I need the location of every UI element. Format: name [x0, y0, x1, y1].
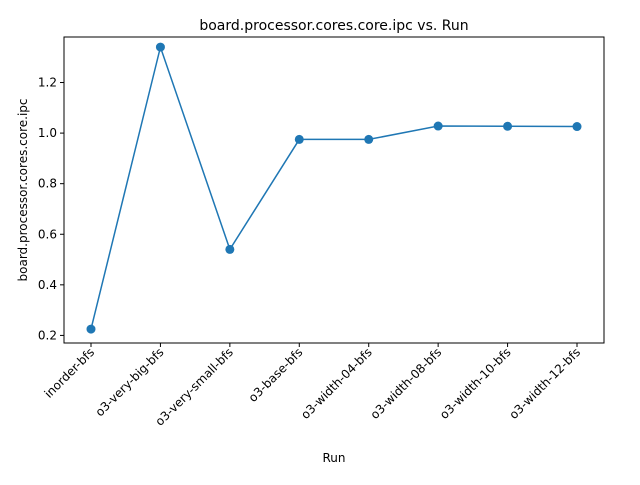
y-tick-label: 0.6 [38, 227, 57, 241]
y-tick-label: 0.2 [38, 328, 57, 342]
series-line [90, 44, 578, 330]
y-tick-label: 0.8 [38, 177, 57, 191]
plot-frame [63, 36, 605, 344]
data-point [294, 134, 304, 144]
chart-title: board.processor.cores.core.ipc vs. Run [199, 18, 468, 34]
series-layer [86, 42, 582, 334]
data-point [433, 121, 443, 131]
data-point [572, 122, 582, 132]
x-axis-label: Run [322, 451, 345, 465]
y-axis-label: board.processor.cores.core.ipc [16, 99, 30, 282]
data-point [364, 134, 374, 144]
y-tick-label: 1.2 [38, 76, 57, 90]
y-tick-label: 0.4 [38, 278, 57, 292]
data-point [86, 324, 96, 334]
y-tick-label: 1.0 [38, 126, 57, 140]
data-point [503, 121, 513, 131]
y-axis-ticks: 0.2 0.4 0.6 0.8 1.0 1.2 [38, 76, 64, 342]
data-point [225, 244, 235, 254]
data-point [155, 42, 165, 52]
